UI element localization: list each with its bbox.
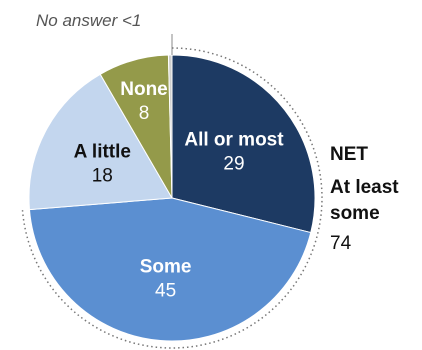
slice-labels: All or most 29 Some 45 A little 18 None 8 — [74, 79, 285, 301]
pie-slices — [28, 34, 316, 342]
net-label-line-3: some — [330, 203, 380, 224]
pie-slice-some — [28, 197, 312, 342]
slice-value-some: 45 — [155, 280, 176, 301]
net-value: 74 — [330, 233, 352, 254]
net-bracket — [21, 47, 323, 349]
no-answer-annotation: No answer <1 — [36, 11, 141, 30]
slice-label-all-or-most: All or most — [184, 130, 284, 151]
slice-value-none: 8 — [139, 103, 150, 124]
slice-value-a-little: 18 — [92, 166, 113, 187]
pie-slice-all-or-most — [171, 54, 316, 234]
net-label-line-1: NET — [330, 144, 368, 165]
net-label: NET At least some 74 — [330, 144, 399, 254]
pie-slice-a-little — [28, 73, 173, 211]
slice-label-some: Some — [140, 256, 192, 277]
net-bracket-arc — [21, 47, 323, 349]
slice-label-none: None — [120, 79, 168, 100]
slice-label-a-little: A little — [74, 142, 131, 163]
net-label-line-2: At least — [330, 177, 399, 198]
slice-value-all-or-most: 29 — [223, 154, 244, 175]
